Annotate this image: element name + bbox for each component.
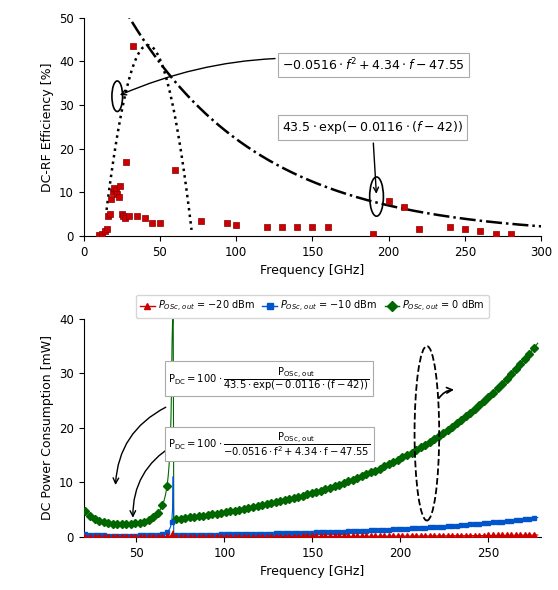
Point	[476, 227, 485, 236]
Point	[384, 196, 393, 206]
X-axis label: Frequency [GHz]: Frequency [GHz]	[261, 264, 364, 277]
Text: $\mathrm{P_{DC}=100\cdot\dfrac{P_{OSc,\,out}}{43.5\cdot\exp(-\,0.0116\cdot(f-42): $\mathrm{P_{DC}=100\cdot\dfrac{P_{OSc,\,…	[168, 365, 369, 392]
Point	[445, 222, 454, 232]
Point	[506, 229, 515, 238]
Point	[460, 225, 469, 234]
Point	[262, 222, 271, 232]
Point	[100, 227, 109, 236]
Point	[125, 211, 134, 221]
Point	[110, 183, 119, 192]
Point	[111, 185, 120, 195]
Y-axis label: DC Power Consumption [mW]: DC Power Consumption [mW]	[41, 335, 54, 520]
Point	[104, 211, 113, 221]
Point	[491, 229, 500, 238]
Y-axis label: DC-RF Efficiency [%]: DC-RF Efficiency [%]	[41, 62, 54, 192]
Point	[117, 209, 126, 219]
Point	[293, 222, 302, 232]
Point	[121, 214, 129, 223]
Point	[308, 222, 317, 232]
Legend: $P_{OSc,\,out}$ = $-$20 dBm, $P_{OSc,\,out}$ = $-$10 dBm, $P_{OSc,\,out}$ = 0 dB: $P_{OSc,\,out}$ = $-$20 dBm, $P_{OSc,\,o…	[136, 295, 489, 318]
Point	[232, 220, 240, 230]
Point	[119, 211, 128, 221]
Point	[400, 203, 408, 212]
Point	[369, 229, 378, 238]
X-axis label: Frequency [GHz]: Frequency [GHz]	[261, 565, 364, 578]
Point	[128, 41, 137, 51]
Point	[156, 218, 165, 228]
Point	[133, 211, 142, 221]
Point	[196, 216, 205, 225]
Point	[102, 225, 111, 234]
Text: $-0.0516 \cdot f^{2} + 4.34 \cdot f - 47.55$: $-0.0516 \cdot f^{2} + 4.34 \cdot f - 47…	[121, 57, 465, 95]
Point	[140, 214, 149, 223]
Point	[116, 181, 125, 191]
Text: $43.5 \cdot \exp(-\,0.0116 \cdot (f - 42))$: $43.5 \cdot \exp(-\,0.0116 \cdot (f - 42…	[282, 119, 463, 192]
Point	[171, 166, 180, 175]
Point	[98, 229, 107, 238]
Point	[415, 225, 424, 234]
Point	[223, 218, 232, 228]
Point	[108, 188, 117, 197]
Point	[94, 230, 103, 240]
Point	[113, 189, 122, 199]
Point	[277, 222, 286, 232]
Point	[323, 222, 332, 232]
Point	[122, 157, 131, 166]
Point	[148, 218, 157, 228]
Text: $\mathrm{P_{DC}=100\cdot\dfrac{P_{OSc,\,out}}{-0.0516\cdot f^2+4.34\cdot f-47.55: $\mathrm{P_{DC}=100\cdot\dfrac{P_{OSc,\,…	[168, 431, 370, 458]
Point	[114, 192, 123, 201]
Point	[107, 194, 116, 204]
Point	[105, 209, 114, 219]
